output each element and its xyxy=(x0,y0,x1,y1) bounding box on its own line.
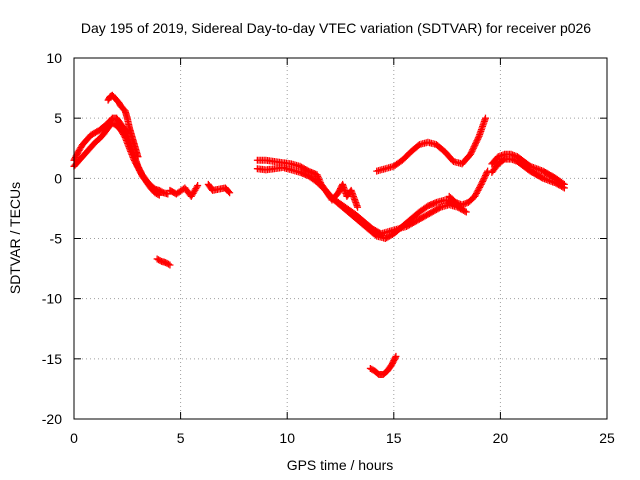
data-point xyxy=(471,141,479,149)
data-point xyxy=(475,185,483,193)
data-point xyxy=(467,149,475,157)
y-tick-label: -5 xyxy=(50,231,63,247)
series-track-n xyxy=(366,352,400,378)
data-point xyxy=(314,172,322,180)
data-point xyxy=(154,190,162,198)
x-tick-label: 5 xyxy=(177,430,185,446)
series-track-j xyxy=(373,114,489,175)
data-point xyxy=(472,140,480,148)
series-track-i xyxy=(322,180,362,211)
data-point xyxy=(481,114,489,122)
data-point xyxy=(193,183,201,191)
data-point xyxy=(354,203,362,211)
axis-ticks: 0 5 10 15 20 25 10 5 0 -5 -10 -15 -20 xyxy=(42,50,615,446)
y-tick-label: -15 xyxy=(42,351,62,367)
series-track-h xyxy=(253,164,466,242)
data-point xyxy=(469,146,477,154)
data-point xyxy=(471,192,479,200)
data-point xyxy=(155,191,163,199)
series-track-m xyxy=(488,155,568,192)
data-points xyxy=(70,91,568,378)
data-point xyxy=(472,189,480,197)
plot-frame xyxy=(73,57,608,420)
data-point xyxy=(165,260,173,268)
data-point xyxy=(313,171,321,179)
data-point xyxy=(469,144,477,152)
x-tick-label: 10 xyxy=(279,430,295,446)
data-point xyxy=(391,354,399,362)
data-point xyxy=(226,189,234,197)
y-tick-label: 5 xyxy=(54,110,62,126)
data-point xyxy=(435,204,443,212)
data-point xyxy=(560,184,568,192)
data-point xyxy=(472,138,480,146)
y-tick-label: 10 xyxy=(46,50,62,66)
data-point xyxy=(462,208,470,216)
data-point xyxy=(476,183,484,191)
y-tick-label: -10 xyxy=(42,291,62,307)
x-tick-label: 25 xyxy=(599,430,615,446)
data-point xyxy=(166,261,174,269)
y-tick-label: -20 xyxy=(42,411,62,427)
data-point xyxy=(474,186,482,194)
x-axis-label: GPS time / hours xyxy=(287,457,394,473)
series-track-c xyxy=(104,91,142,161)
data-point xyxy=(392,352,400,360)
x-tick-label: 0 xyxy=(70,430,78,446)
chart-title: Day 195 of 2019, Sidereal Day-to-day VTE… xyxy=(81,20,591,36)
grid xyxy=(74,58,607,419)
data-point xyxy=(473,137,481,145)
series-track-b xyxy=(70,119,163,199)
x-tick-label: 20 xyxy=(493,430,509,446)
series-track-f xyxy=(153,255,174,269)
data-point xyxy=(470,143,478,151)
data-point xyxy=(474,134,482,142)
x-tick-label: 15 xyxy=(386,430,402,446)
data-point xyxy=(120,132,128,140)
y-axis-label: SDTVAR / TECUs xyxy=(7,182,23,294)
data-point xyxy=(468,147,476,155)
series-track-k xyxy=(445,167,492,209)
series-track-e xyxy=(204,180,234,197)
data-point xyxy=(473,188,481,196)
data-point xyxy=(134,153,142,161)
data-point xyxy=(559,183,567,191)
data-point xyxy=(225,188,233,196)
data-point xyxy=(472,191,480,199)
y-tick-label: 0 xyxy=(54,170,62,186)
series-track-d xyxy=(166,182,202,200)
data-point xyxy=(474,135,482,143)
data-point xyxy=(194,182,202,190)
data-point xyxy=(467,150,475,158)
